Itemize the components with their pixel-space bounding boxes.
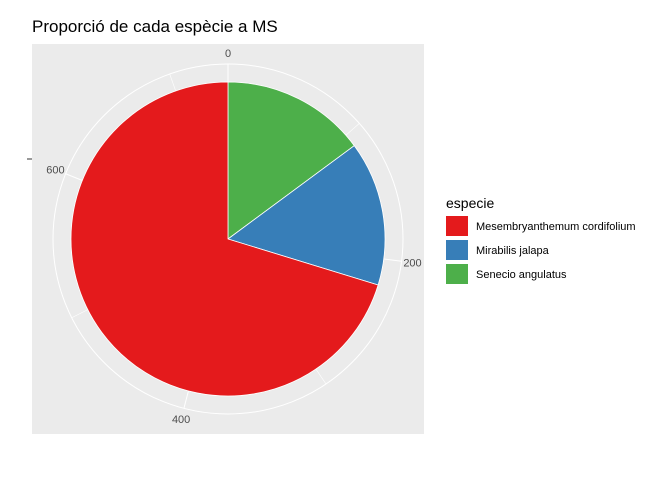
legend-key bbox=[446, 216, 468, 236]
theta-tick-label: 200 bbox=[403, 258, 421, 270]
legend-key bbox=[446, 264, 468, 284]
legend: especie Mesembryanthemum cordifolium Mira… bbox=[446, 195, 636, 284]
theta-tick-label: 600 bbox=[46, 165, 64, 177]
pie-slice bbox=[70, 81, 379, 397]
theta-tick-labels: 0 200 400 600 bbox=[46, 48, 421, 426]
legend-key bbox=[446, 240, 468, 260]
theta-tick-label: 400 bbox=[172, 414, 190, 426]
legend-label: Mesembryanthemum cordifolium bbox=[476, 221, 636, 233]
pie-slice bbox=[227, 145, 386, 286]
pie-slice bbox=[227, 81, 355, 240]
legend-title: especie bbox=[446, 195, 494, 211]
chart-title: Proporció de cada espècie a MS bbox=[32, 17, 278, 36]
legend-label: Senecio angulatus bbox=[476, 269, 567, 281]
legend-label: Mirabilis jalapa bbox=[476, 245, 550, 257]
theta-tick-label: 0 bbox=[225, 48, 231, 60]
pie-slices bbox=[70, 81, 386, 397]
